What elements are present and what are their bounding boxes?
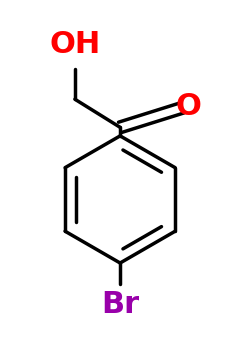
- Text: OH: OH: [49, 30, 100, 59]
- Text: Br: Br: [101, 290, 139, 319]
- Text: O: O: [176, 92, 202, 121]
